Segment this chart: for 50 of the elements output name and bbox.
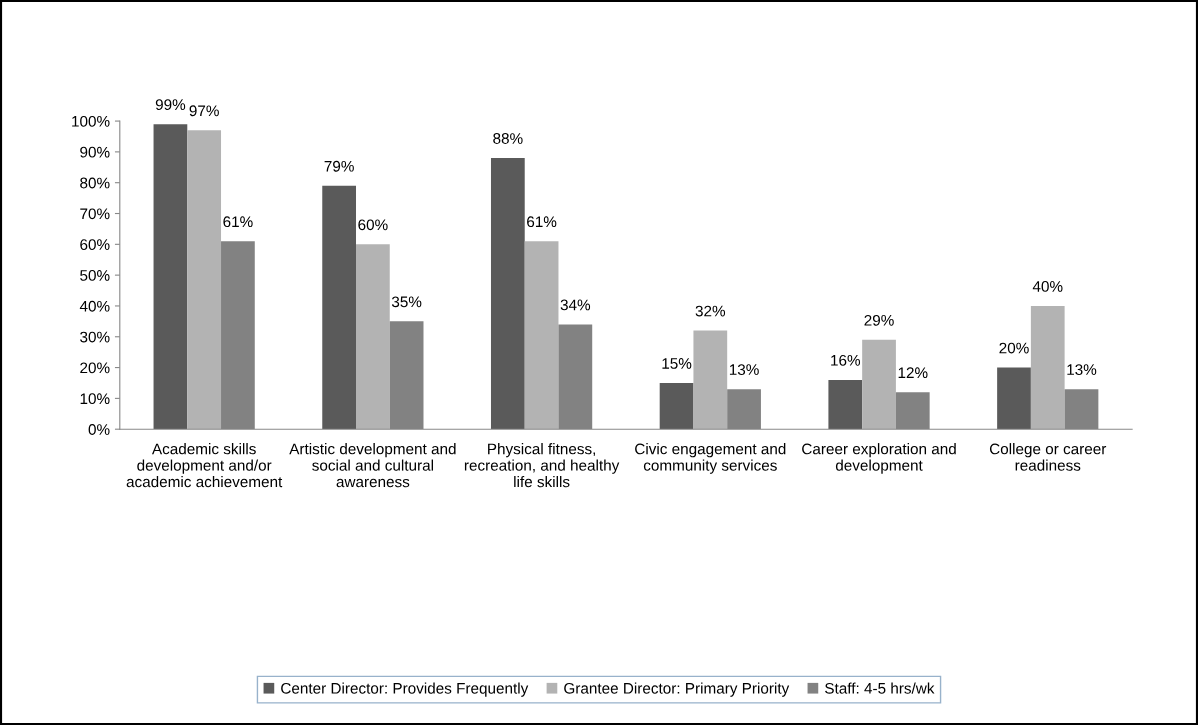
legend-label: Grantee Director: Primary Priority	[564, 682, 790, 697]
data-label: 88%	[493, 133, 523, 144]
y-tick-label: 80%	[80, 177, 110, 189]
legend-label: Center Director: Provides Frequently	[281, 682, 529, 697]
y-tick-label: 70%	[80, 208, 110, 220]
data-label: 13%	[1067, 364, 1097, 376]
data-label: 32%	[695, 305, 726, 317]
bar	[997, 367, 1031, 430]
y-tick-label: 60%	[80, 239, 110, 251]
data-label: 97%	[189, 105, 219, 117]
y-tick-label: 10%	[80, 393, 110, 405]
data-label: 40%	[1032, 281, 1063, 292]
data-label: 99%	[155, 99, 186, 111]
bar	[828, 379, 863, 430]
x-tick-label: College or career readiness	[989, 443, 1107, 471]
x-tick-label: Physical fitness, recreation, and healthy life skills	[464, 443, 620, 488]
data-label: 35%	[391, 296, 422, 308]
data-label: 29%	[864, 314, 894, 326]
data-label: 79%	[324, 160, 354, 172]
bar	[356, 244, 390, 430]
x-tick-label: Academic skills development and/or academic achievement	[126, 443, 283, 488]
bar	[322, 185, 357, 430]
x-tick-label: Artistic development and social and cultural awareness	[289, 443, 456, 488]
data-label: 60%	[358, 219, 388, 231]
x-tick-label: Civic engagement and community services	[635, 443, 786, 474]
y-tick-label: 0%	[88, 424, 110, 435]
data-label: 34%	[560, 299, 591, 311]
y-tick-label: 30%	[80, 331, 110, 343]
data-label: 16%	[831, 354, 861, 366]
data-label: 13%	[729, 364, 759, 376]
bar	[1030, 305, 1065, 430]
data-label: 12%	[898, 367, 928, 379]
bar	[862, 339, 896, 430]
y-tick-label: 40%	[79, 300, 110, 312]
data-label: 15%	[662, 358, 692, 369]
data-label: 61%	[223, 216, 253, 228]
bar	[187, 130, 222, 430]
bar	[693, 330, 728, 430]
y-tick-label: 100%	[72, 115, 110, 127]
y-tick-label: 20%	[80, 362, 110, 374]
data-label: 61%	[527, 216, 557, 228]
legend-label: Staff: 4-5 hrs/wk	[825, 682, 935, 694]
x-tick-label: Career exploration and development	[802, 443, 956, 474]
bar	[490, 158, 525, 430]
bar	[524, 241, 559, 430]
y-tick-label: 50%	[80, 270, 110, 281]
bar	[153, 124, 188, 430]
y-tick-label: 90%	[80, 146, 110, 158]
bar	[659, 382, 694, 430]
data-label: 20%	[999, 342, 1029, 354]
